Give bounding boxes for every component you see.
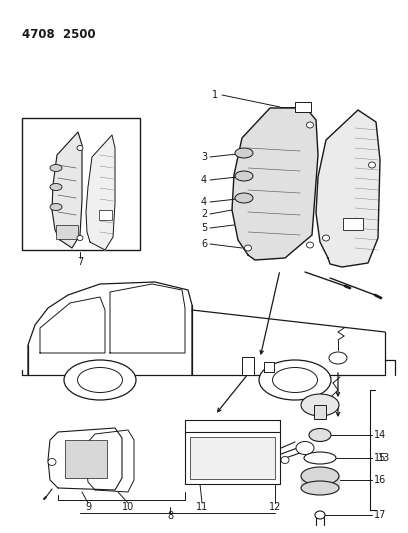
- Polygon shape: [316, 110, 380, 267]
- Bar: [314, 405, 326, 419]
- Text: 1: 1: [212, 90, 218, 100]
- Text: 11: 11: [196, 502, 208, 512]
- Polygon shape: [232, 108, 318, 260]
- Ellipse shape: [315, 511, 325, 519]
- Ellipse shape: [64, 360, 136, 400]
- Bar: [264, 362, 274, 372]
- Polygon shape: [301, 476, 339, 488]
- Ellipse shape: [50, 165, 62, 172]
- Polygon shape: [52, 132, 82, 248]
- Ellipse shape: [78, 367, 122, 392]
- Ellipse shape: [281, 456, 289, 464]
- Bar: [65, 440, 107, 478]
- Text: 10: 10: [122, 502, 134, 512]
- Text: 7: 7: [77, 257, 83, 267]
- Ellipse shape: [235, 148, 253, 158]
- Ellipse shape: [301, 467, 339, 485]
- Ellipse shape: [306, 122, 313, 128]
- Text: 2: 2: [201, 209, 207, 219]
- Ellipse shape: [77, 146, 83, 150]
- Polygon shape: [86, 135, 115, 250]
- Ellipse shape: [235, 171, 253, 181]
- Ellipse shape: [309, 429, 331, 441]
- Text: 17: 17: [374, 510, 386, 520]
- Polygon shape: [86, 430, 134, 492]
- Text: 16: 16: [374, 475, 386, 485]
- Text: 4: 4: [201, 197, 207, 207]
- Ellipse shape: [304, 452, 336, 464]
- Ellipse shape: [50, 183, 62, 190]
- Bar: [56, 225, 78, 239]
- Ellipse shape: [77, 236, 83, 240]
- Ellipse shape: [259, 360, 331, 400]
- Bar: [22, 118, 140, 250]
- Ellipse shape: [244, 245, 251, 251]
- Ellipse shape: [235, 193, 253, 203]
- Ellipse shape: [301, 394, 339, 416]
- Ellipse shape: [48, 458, 56, 465]
- Ellipse shape: [306, 242, 313, 248]
- Bar: [185, 432, 280, 484]
- Text: 8: 8: [167, 511, 173, 521]
- Ellipse shape: [301, 481, 339, 495]
- Text: 14: 14: [374, 430, 386, 440]
- Bar: [242, 357, 254, 375]
- Ellipse shape: [296, 441, 314, 455]
- Text: 3: 3: [201, 152, 207, 162]
- Bar: [295, 102, 311, 112]
- Text: 9: 9: [85, 502, 91, 512]
- Ellipse shape: [322, 235, 330, 241]
- Bar: [190, 437, 275, 479]
- Text: 4708  2500: 4708 2500: [22, 28, 95, 41]
- Polygon shape: [48, 428, 122, 490]
- Text: 15: 15: [374, 453, 386, 463]
- Text: 6: 6: [201, 239, 207, 249]
- Text: 5: 5: [201, 223, 207, 233]
- Ellipse shape: [329, 352, 347, 364]
- Bar: [99, 210, 112, 220]
- Ellipse shape: [50, 204, 62, 211]
- Text: 4: 4: [201, 175, 207, 185]
- Text: 13: 13: [378, 453, 390, 463]
- Ellipse shape: [368, 162, 375, 168]
- Ellipse shape: [273, 367, 317, 392]
- Text: 12: 12: [269, 502, 281, 512]
- Bar: [343, 218, 363, 230]
